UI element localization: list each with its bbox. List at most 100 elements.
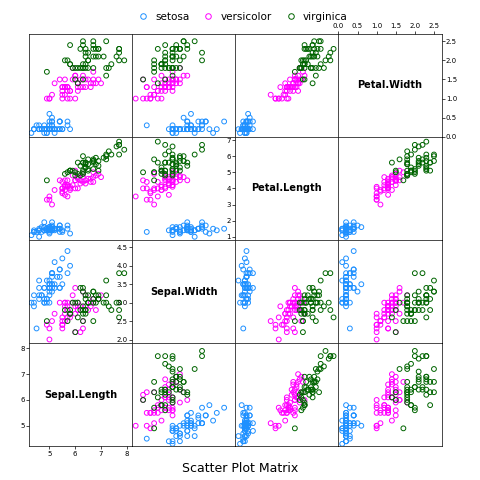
Point xyxy=(172,386,180,394)
Point xyxy=(183,422,191,430)
Point xyxy=(384,404,392,411)
Point xyxy=(326,57,334,64)
Point xyxy=(48,223,56,231)
Point xyxy=(191,125,199,133)
Point xyxy=(150,156,158,163)
Point xyxy=(243,125,251,133)
Point xyxy=(294,378,302,386)
Point xyxy=(309,386,316,394)
Point xyxy=(46,196,53,204)
Point xyxy=(46,336,53,343)
Point xyxy=(161,391,169,398)
Point xyxy=(154,184,162,192)
Point xyxy=(281,87,289,95)
Point xyxy=(281,401,289,409)
Point xyxy=(89,80,97,87)
Point xyxy=(300,72,308,80)
Point xyxy=(296,64,303,72)
Point xyxy=(291,291,299,299)
Point xyxy=(338,424,346,432)
Point xyxy=(172,125,180,133)
Point xyxy=(403,299,411,307)
Point xyxy=(82,302,89,310)
Point xyxy=(157,183,165,191)
Point xyxy=(168,64,176,72)
Point xyxy=(66,183,74,191)
Point xyxy=(388,302,396,310)
Point xyxy=(289,295,297,303)
Point xyxy=(407,310,415,318)
Point xyxy=(79,159,87,167)
Point xyxy=(172,64,180,72)
Point xyxy=(38,125,46,133)
Point xyxy=(384,184,392,192)
Point xyxy=(64,118,72,125)
Point xyxy=(202,118,210,125)
Point xyxy=(392,411,399,420)
Point xyxy=(59,190,66,197)
Point xyxy=(342,427,350,435)
Point xyxy=(315,388,323,396)
Point xyxy=(168,76,176,84)
Point xyxy=(48,227,56,234)
Point xyxy=(342,411,350,420)
Point xyxy=(89,41,97,49)
Point xyxy=(244,295,252,303)
Point xyxy=(403,160,411,168)
Point xyxy=(388,375,396,383)
Point xyxy=(396,396,403,404)
Point xyxy=(154,352,162,360)
Point xyxy=(285,83,292,91)
Point xyxy=(48,269,56,277)
Point xyxy=(317,276,324,284)
Point xyxy=(165,180,173,187)
Point xyxy=(64,83,72,91)
Point xyxy=(48,225,56,232)
Point xyxy=(399,177,407,184)
Point xyxy=(422,291,430,299)
Point xyxy=(306,284,313,292)
Point xyxy=(46,125,53,133)
Point xyxy=(82,291,89,299)
Point xyxy=(342,225,350,232)
Point xyxy=(64,317,72,325)
Point xyxy=(286,83,294,91)
Point xyxy=(46,276,53,284)
Point xyxy=(176,430,184,437)
Point xyxy=(384,388,392,396)
Point xyxy=(154,394,162,401)
Point xyxy=(312,299,320,307)
Point xyxy=(354,420,361,427)
Point xyxy=(95,53,102,60)
Point xyxy=(69,64,76,72)
Point xyxy=(40,299,48,307)
Point xyxy=(338,424,346,432)
Point xyxy=(244,291,252,299)
Point xyxy=(415,386,422,394)
Point xyxy=(373,422,381,430)
Point xyxy=(165,437,173,445)
Point xyxy=(168,231,176,239)
Point xyxy=(384,177,392,184)
Point xyxy=(291,83,299,91)
Point xyxy=(422,151,430,158)
Point xyxy=(48,222,56,229)
Point xyxy=(165,159,173,167)
Point xyxy=(377,321,384,329)
Point xyxy=(240,280,247,288)
Point xyxy=(381,394,388,401)
Point xyxy=(381,310,388,318)
Point xyxy=(64,302,72,310)
Point xyxy=(244,125,252,133)
Point xyxy=(143,422,151,430)
Point xyxy=(307,64,315,72)
Point xyxy=(180,37,188,45)
Point xyxy=(241,125,249,133)
Point xyxy=(240,280,247,288)
Point xyxy=(392,299,399,307)
Point xyxy=(426,401,434,409)
Point xyxy=(430,388,438,396)
Point xyxy=(61,83,69,91)
Point xyxy=(79,152,87,160)
Point xyxy=(291,299,299,307)
